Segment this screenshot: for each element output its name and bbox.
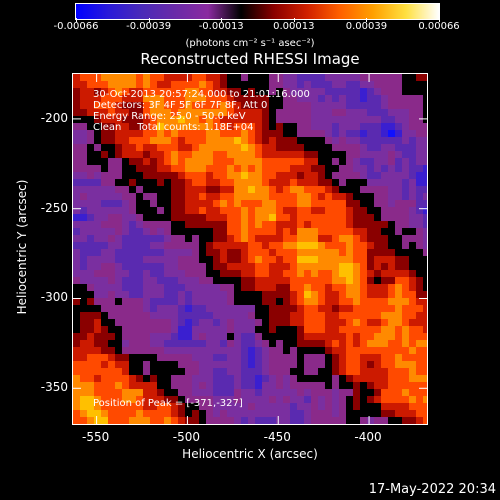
colorbar-tick-label: 0.00066 [418,21,460,32]
colorbar-tick-label: 0.00013 [273,21,315,32]
x-tick-label: -500 [172,430,201,444]
y-tick-label: -200 [40,110,68,125]
colorbar-tickmark [148,18,150,22]
rhessi-image [73,74,427,424]
colorbar-tick-label: 0.00039 [345,21,388,32]
y-tick-label: -250 [40,200,68,215]
colorbar-units: (photons cm⁻² s⁻¹ asec⁻²) [185,38,315,49]
info-line-4: Clean Total counts: 1.18E+04 [93,122,254,133]
colorbar-tickmark [366,18,368,22]
colorbar [75,3,440,20]
x-tick-label: -400 [354,430,382,444]
x-tick-label: -550 [81,430,110,444]
colorbar-tick-label: -0.00039 [126,21,172,32]
axis-tickmarks [73,74,427,424]
colorbar-tickmark [439,18,440,22]
timestamp: 17-May-2022 20:34 [368,482,496,497]
colorbar-tickmark [221,18,223,22]
plot-title: Reconstructed RHESSI Image [140,50,360,68]
info-line-2: Detectors: 3F 4F 5F 6F 7F 8F, Att 0 [93,100,268,111]
colorbar-tick-label: -0.00066 [53,21,99,32]
info-line-1: 30-Oct-2013 20:57:24.000 to 21:01:16.000 [93,89,310,100]
colorbar-gradient [76,4,439,19]
colorbar-tick-label: -0.00013 [198,21,244,32]
x-axis-label: Heliocentric X (arcsec) [182,447,318,461]
image-frame: 30-Oct-2013 20:57:24.000 to 21:01:16.000… [72,73,428,425]
peak-position-text: Position of Peak = [-371,-327] [93,398,243,409]
y-tick-label: -350 [40,380,68,395]
info-line-3: Energy Range: 25.0 - 50.0 keV [93,111,246,122]
y-tick-label: -300 [40,290,68,305]
colorbar-tickmark [76,18,77,22]
colorbar-tickmark [293,18,295,22]
x-tick-label: -450 [263,430,291,444]
y-axis-label: Heliocentric Y (arcsec) [15,179,29,315]
